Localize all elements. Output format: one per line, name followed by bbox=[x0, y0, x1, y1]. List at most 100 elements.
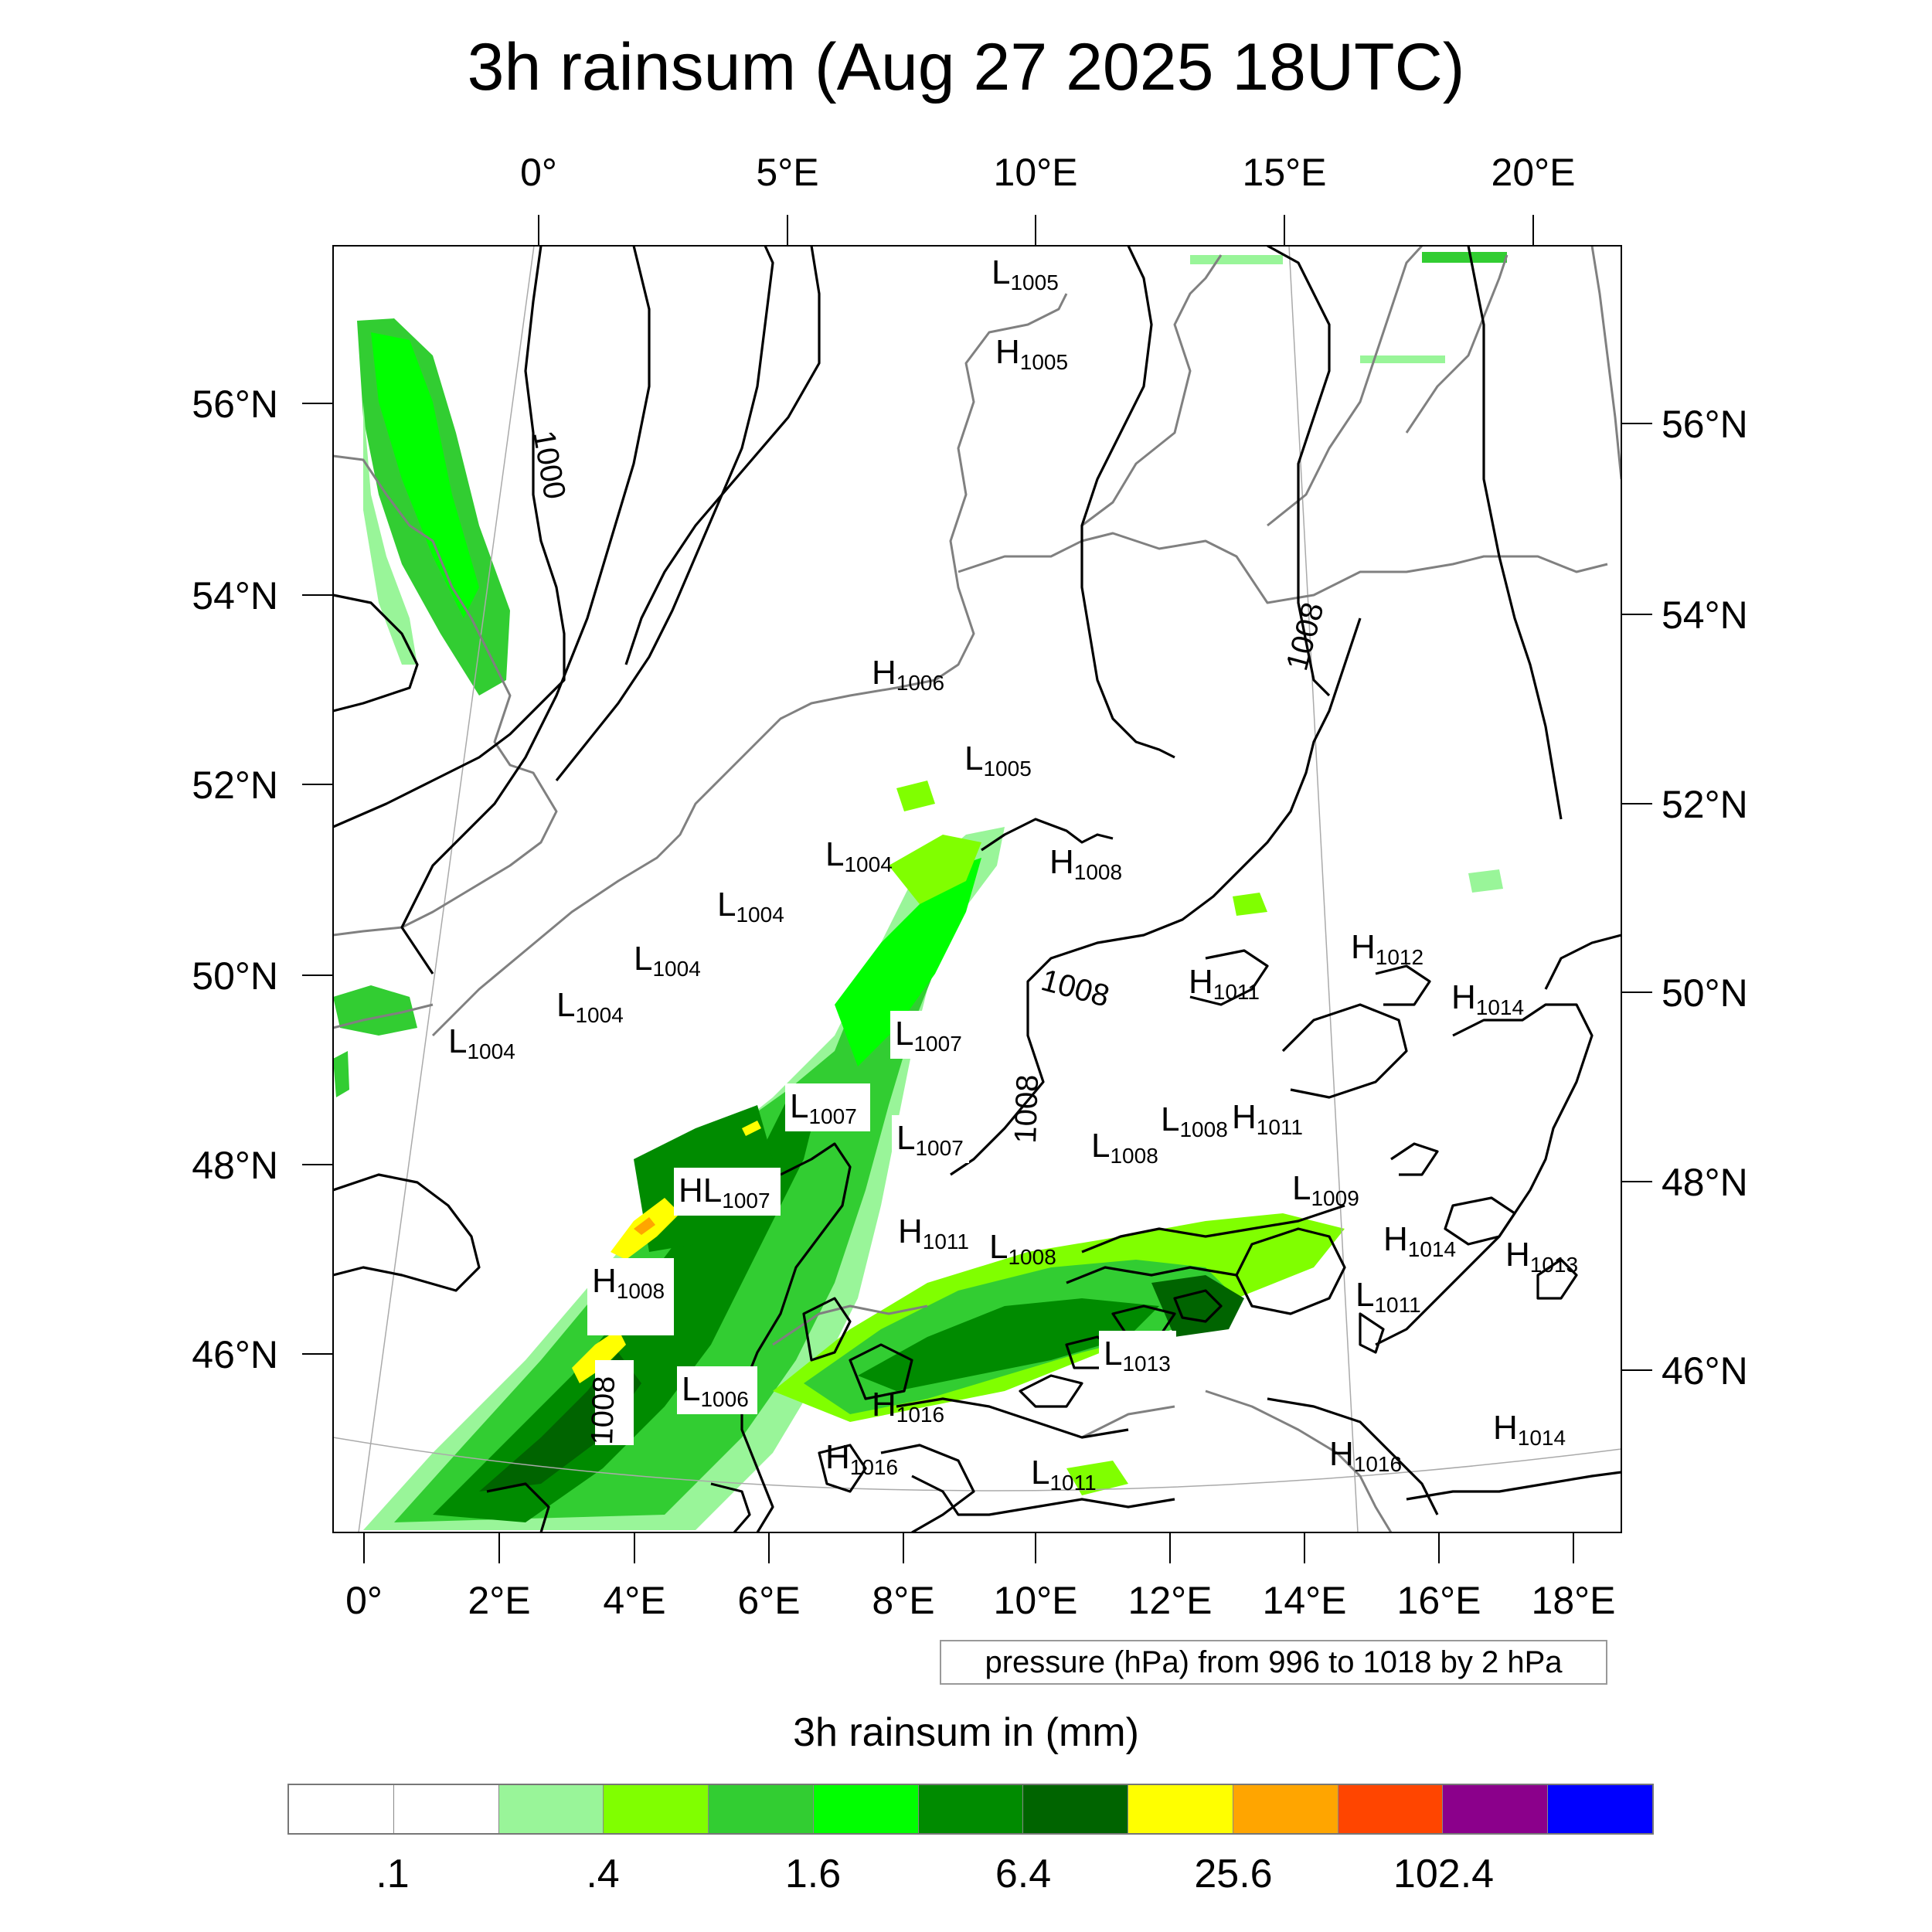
pressure-center: L1005 bbox=[964, 740, 1032, 781]
colorbar-box bbox=[1023, 1785, 1129, 1833]
svg-text:H1011: H1011 bbox=[1232, 1098, 1303, 1139]
pressure-contours bbox=[333, 246, 1621, 1532]
svg-text:H1016: H1016 bbox=[825, 1438, 898, 1479]
right-lat-label: 46°N bbox=[1662, 1349, 1748, 1393]
rain-area-channel bbox=[333, 985, 417, 1036]
rain-area-east-alps bbox=[1151, 1275, 1244, 1337]
svg-text:H1008: H1008 bbox=[592, 1262, 665, 1303]
rain-core-orange-north bbox=[634, 1217, 655, 1235]
top-lon-label: 5°E bbox=[756, 151, 818, 194]
svg-text:L1007: L1007 bbox=[896, 1119, 964, 1160]
colorbar-tick: .1 bbox=[376, 1852, 410, 1896]
left-lat-label: 56°N bbox=[192, 383, 278, 426]
colorbar-box bbox=[393, 1785, 499, 1833]
pressure-center: L1009 bbox=[1292, 1169, 1359, 1210]
rain-area-germany-light bbox=[889, 835, 981, 904]
svg-text:L1005: L1005 bbox=[992, 253, 1059, 294]
svg-text:L1006: L1006 bbox=[682, 1370, 749, 1411]
colorbar-box bbox=[918, 1785, 1024, 1833]
bottom-lon-label: 18°E bbox=[1532, 1579, 1616, 1622]
svg-text:L1008: L1008 bbox=[1161, 1100, 1228, 1141]
svg-text:L1008: L1008 bbox=[989, 1228, 1056, 1269]
colorbar-tick: 6.4 bbox=[995, 1852, 1052, 1896]
pressure-center: L1004 bbox=[717, 886, 784, 927]
colorbar-tick: 25.6 bbox=[1194, 1852, 1273, 1896]
pressure-center: H1006 bbox=[872, 654, 944, 695]
pressure-legend-caption: pressure (hPa) from 996 to 1018 by 2 hPa bbox=[940, 1640, 1607, 1685]
svg-text:H1013: H1013 bbox=[1505, 1236, 1578, 1277]
left-lat-label: 48°N bbox=[192, 1144, 278, 1187]
rain-strip-baltic-1 bbox=[1190, 255, 1283, 264]
contour-label: 1008 bbox=[1009, 1074, 1045, 1144]
bottom-lon-label: 14°E bbox=[1263, 1579, 1347, 1622]
colorbar-box bbox=[498, 1785, 604, 1833]
pressure-center: H1005 bbox=[995, 333, 1068, 374]
top-lon-label: 15°E bbox=[1243, 151, 1327, 194]
bottom-lon-label: 8°E bbox=[872, 1579, 934, 1622]
svg-text:H1011: H1011 bbox=[1189, 963, 1260, 1004]
pressure-center: H1008 bbox=[1049, 843, 1122, 884]
svg-text:L1004: L1004 bbox=[825, 835, 893, 876]
left-lat-labels: 56°N 54°N 52°N 50°N 48°N 46°N bbox=[192, 383, 278, 1376]
colorbar-box bbox=[1338, 1785, 1444, 1833]
pressure-center: H1014 bbox=[1493, 1409, 1566, 1450]
left-lat-label: 46°N bbox=[192, 1333, 278, 1376]
svg-text:L1011: L1011 bbox=[1355, 1276, 1421, 1317]
map-title: 3h rainsum (Aug 27 2025 18UTC) bbox=[467, 30, 1465, 104]
bottom-lon-label: 4°E bbox=[603, 1579, 665, 1622]
svg-text:H1014: H1014 bbox=[1451, 978, 1524, 1019]
svg-text:L1008: L1008 bbox=[1091, 1127, 1158, 1168]
colorbar-box bbox=[1443, 1785, 1549, 1833]
pressure-center: HL1007 bbox=[674, 1168, 781, 1216]
top-lon-label: 10°E bbox=[994, 151, 1078, 194]
pressure-center: L1006 bbox=[677, 1366, 757, 1414]
colorbar-box bbox=[813, 1785, 919, 1833]
bottom-lon-label: 12°E bbox=[1128, 1579, 1213, 1622]
colorbar bbox=[287, 1784, 1654, 1835]
bottom-lon-label: 2°E bbox=[468, 1579, 530, 1622]
svg-text:H1014: H1014 bbox=[1383, 1220, 1456, 1261]
pressure-center: L1008 bbox=[989, 1228, 1056, 1269]
colorbar-box bbox=[1548, 1785, 1652, 1833]
svg-text:H1011: H1011 bbox=[898, 1213, 969, 1253]
svg-text:L1009: L1009 bbox=[1292, 1169, 1359, 1210]
svg-text:L1004: L1004 bbox=[448, 1022, 515, 1063]
contour-label: 1008 bbox=[1280, 599, 1331, 674]
pressure-center: H1011 bbox=[1232, 1098, 1303, 1139]
right-lat-label: 56°N bbox=[1662, 403, 1748, 446]
coastlines bbox=[333, 246, 1621, 1532]
pressure-center: L1007 bbox=[890, 1011, 962, 1059]
svg-text:H1012: H1012 bbox=[1351, 928, 1423, 969]
bottom-lon-label: 10°E bbox=[994, 1579, 1078, 1622]
rain-area-scotland-edge bbox=[363, 402, 417, 665]
contour-label: 1008 bbox=[585, 1376, 621, 1445]
colorbar-tick: 1.6 bbox=[784, 1852, 842, 1896]
rain-core-yellow-south bbox=[572, 1329, 626, 1383]
rain-area-alps-dense bbox=[858, 1298, 1159, 1391]
top-lon-label: 0° bbox=[520, 151, 557, 194]
left-lat-label: 50°N bbox=[192, 954, 278, 998]
svg-text:L1011: L1011 bbox=[1031, 1454, 1097, 1495]
bottom-lon-label: 6°E bbox=[737, 1579, 800, 1622]
top-lon-labels: 0° 5°E 10°E 15°E 20°E bbox=[520, 151, 1575, 194]
pressure-center: H1016 bbox=[825, 1438, 898, 1479]
colorbar-box bbox=[1128, 1785, 1233, 1833]
right-lat-labels: 56°N 54°N 52°N 50°N 48°N 46°N bbox=[1662, 403, 1748, 1393]
rain-patch-4 bbox=[1066, 1461, 1128, 1495]
pressure-center: L1004 bbox=[825, 835, 893, 876]
pressure-center: H1014 bbox=[1451, 978, 1524, 1019]
pressure-center: H1008 bbox=[587, 1258, 674, 1335]
pressure-center: L1007 bbox=[892, 1115, 969, 1163]
svg-text:H1016: H1016 bbox=[872, 1386, 944, 1427]
pressure-center: H1014 bbox=[1383, 1220, 1456, 1261]
pressure-center: L1004 bbox=[634, 940, 701, 981]
rain-patch-3 bbox=[1468, 869, 1503, 893]
colorbar-box bbox=[709, 1785, 814, 1833]
rain-strip-baltic-2 bbox=[1422, 252, 1507, 263]
pressure-center: H1016 bbox=[1329, 1435, 1402, 1476]
pressure-center-labels: L1005 H1005 H1006 L1005 H1008 L1004 L100… bbox=[448, 253, 1578, 1495]
pressure-center: L1011 bbox=[1031, 1454, 1097, 1495]
pressure-center: L1008 bbox=[1161, 1100, 1228, 1141]
rain-area-germany bbox=[835, 858, 981, 1066]
